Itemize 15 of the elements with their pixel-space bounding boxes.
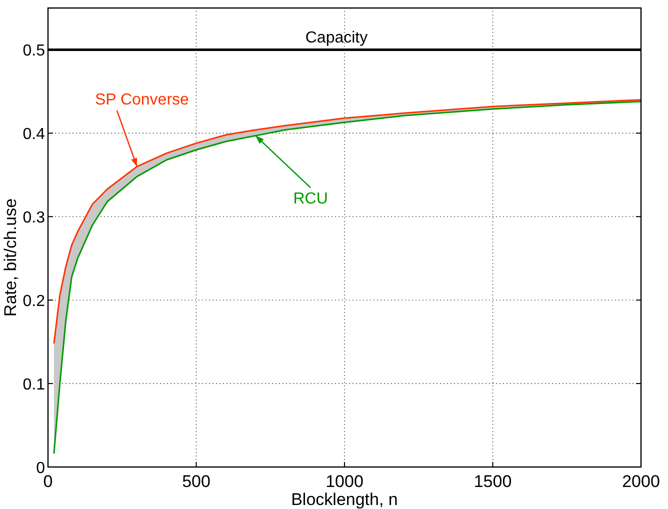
- ref-line-label: Capacity: [305, 30, 368, 47]
- x-tick-label: 1000: [326, 472, 364, 491]
- x-tick-label: 500: [182, 472, 210, 491]
- text: SP Converse: [94, 92, 190, 109]
- y-tick-label: 0.3: [22, 210, 46, 227]
- y-axis-title: Rate, bit/ch.use: [1, 198, 20, 317]
- y-tick-label: 0.2: [22, 293, 46, 310]
- x-axis-title: Blocklength, n: [291, 490, 398, 509]
- text: RCU: [293, 190, 328, 208]
- y-tick-label: 0: [36, 460, 46, 477]
- y-tick-label: 0.4: [22, 126, 46, 144]
- y-tick-label: 0.5: [22, 42, 46, 60]
- x-tick-label: 1500: [474, 472, 512, 491]
- x-tick-label: 2000: [622, 472, 660, 491]
- y-tick-label: 0.1: [22, 376, 46, 394]
